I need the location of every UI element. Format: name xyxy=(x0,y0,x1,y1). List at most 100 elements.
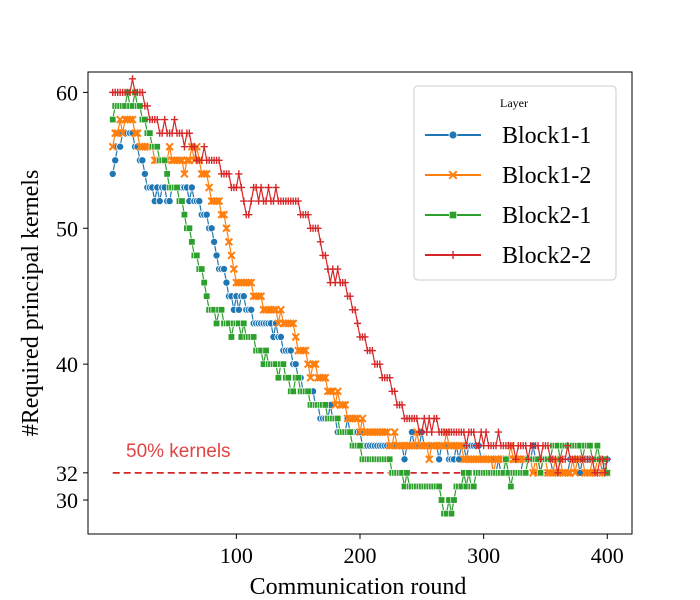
x-tick-label: 200 xyxy=(344,543,377,568)
data-point-block1-2-1 xyxy=(111,129,120,138)
data-point-block2-2-108 xyxy=(376,360,384,368)
x-tick-label: 100 xyxy=(220,543,253,568)
legend-entry-block2-2: Block2-2 xyxy=(425,243,591,269)
legend-swatch-marker xyxy=(448,130,458,140)
data-point-block2-2-14 xyxy=(143,102,151,110)
data-point-block1-2-187 xyxy=(571,468,580,477)
y-tick-label: 60 xyxy=(56,80,78,105)
data-point-block2-1-15 xyxy=(146,129,154,137)
data-point-block1-1-51 xyxy=(234,305,243,314)
data-point-block1-2-10 xyxy=(133,129,142,138)
data-point-block1-2-121 xyxy=(407,441,417,450)
legend-swatch-marker xyxy=(449,211,457,219)
data-point-block2-2-43 xyxy=(215,156,223,164)
data-point-block1-2-93 xyxy=(338,400,347,410)
data-point-block2-2-60 xyxy=(257,183,265,192)
data-point-block2-2-123 xyxy=(413,414,421,423)
data-point-block2-1-67 xyxy=(274,374,282,382)
y-tick-label: 32 xyxy=(56,461,78,486)
data-point-block1-2-110 xyxy=(380,427,389,437)
data-point-block1-2-68 xyxy=(276,305,285,314)
data-point-block1-2-192 xyxy=(583,468,592,477)
data-point-block2-2-99 xyxy=(353,319,362,327)
data-point-block1-1-32 xyxy=(187,183,196,192)
data-point-block2-1-0 xyxy=(109,116,117,124)
x-axis-label: Communication round xyxy=(250,574,467,600)
y-tick-label: 50 xyxy=(56,216,78,241)
data-point-block1-2-4 xyxy=(118,129,127,138)
data-point-block1-1-45 xyxy=(219,265,228,274)
legend-label: Block2-2 xyxy=(502,243,591,269)
data-point-block1-1-13 xyxy=(140,169,149,178)
data-point-block2-2-25 xyxy=(170,115,179,124)
data-point-block2-1-146 xyxy=(470,482,478,490)
legend-entry-block1-2: Block1-2 xyxy=(425,163,591,189)
data-point-block1-2-65 xyxy=(269,305,278,314)
data-point-block2-2-112 xyxy=(386,374,394,382)
legend-label: Block1-1 xyxy=(502,123,591,149)
data-point-block1-2-152 xyxy=(484,455,493,464)
data-point-block2-2-37 xyxy=(200,143,208,151)
data-point-block1-2-128 xyxy=(425,455,434,464)
data-point-block1-1-132 xyxy=(435,455,444,464)
data-point-block2-1-193 xyxy=(586,442,594,450)
data-point-block1-2-88 xyxy=(326,387,335,396)
legend-swatch-marker xyxy=(448,170,458,180)
data-point-block1-2-49 xyxy=(229,264,238,274)
data-point-block1-1-35 xyxy=(195,197,204,206)
data-point-block1-2-177 xyxy=(546,468,555,477)
data-point-block2-1-75 xyxy=(294,374,302,382)
data-point-block1-2-42 xyxy=(212,196,221,206)
data-point-block2-1-62 xyxy=(262,347,270,355)
data-point-block1-1-42 xyxy=(212,251,221,260)
data-point-block2-2-156 xyxy=(494,428,503,436)
data-point-block1-2-77 xyxy=(299,346,308,355)
data-point-block1-2-0 xyxy=(108,142,117,151)
data-point-block2-2-56 xyxy=(247,197,255,205)
data-point-block1-2-85 xyxy=(318,373,328,382)
data-point-block2-1-69 xyxy=(279,360,287,368)
data-point-block1-1-0 xyxy=(108,169,117,178)
data-point-block2-1-196 xyxy=(593,442,601,450)
data-point-block2-2-176 xyxy=(544,442,552,450)
data-point-block2-1-21 xyxy=(161,156,169,164)
data-point-block1-2-141 xyxy=(457,441,466,450)
data-point-block1-1-1 xyxy=(111,156,120,165)
data-point-block1-1-23 xyxy=(165,197,174,206)
data-point-block2-1-133 xyxy=(438,496,446,504)
data-point-block2-1-34 xyxy=(193,251,201,259)
data-point-block1-2-39 xyxy=(205,183,214,192)
data-point-block2-1-18 xyxy=(153,143,161,151)
data-point-block2-2-21 xyxy=(161,115,169,124)
data-point-block2-2-79 xyxy=(304,211,312,219)
data-point-block1-1-74 xyxy=(291,360,300,369)
data-point-block2-1-44 xyxy=(218,306,226,314)
data-point-block2-2-84 xyxy=(316,238,325,246)
data-point-block2-2-47 xyxy=(225,170,233,178)
data-point-block1-2-8 xyxy=(128,115,137,124)
data-point-block2-1-96 xyxy=(346,428,354,436)
data-point-block2-2-98 xyxy=(351,306,359,314)
data-point-block2-1-32 xyxy=(188,238,196,246)
data-point-block2-2-102 xyxy=(361,333,369,341)
data-point-block1-2-86 xyxy=(321,373,330,382)
legend-label: Block1-2 xyxy=(502,163,591,189)
legend-entry-block1-1: Block1-1 xyxy=(425,123,591,149)
data-point-block1-2-94 xyxy=(341,400,350,410)
data-point-block2-1-161 xyxy=(507,482,515,490)
data-point-block2-2-33 xyxy=(190,143,198,151)
data-point-block1-1-53 xyxy=(239,292,248,301)
data-point-block1-2-38 xyxy=(202,169,211,179)
data-point-block2-1-144 xyxy=(465,469,473,477)
data-point-block2-2-12 xyxy=(138,88,146,96)
data-point-block2-2-143 xyxy=(462,442,470,450)
data-point-block2-1-159 xyxy=(502,455,510,463)
data-point-block2-2-66 xyxy=(272,183,280,192)
data-point-block2-2-83 xyxy=(314,224,322,232)
data-point-block2-2-31 xyxy=(185,129,193,137)
data-point-block2-1-138 xyxy=(450,496,458,504)
legend: Layer Block1-1 Block1-2 Block2-1 Block2-2 xyxy=(413,85,617,281)
data-point-block2-1-71 xyxy=(284,374,292,382)
data-point-block1-2-112 xyxy=(385,441,394,450)
